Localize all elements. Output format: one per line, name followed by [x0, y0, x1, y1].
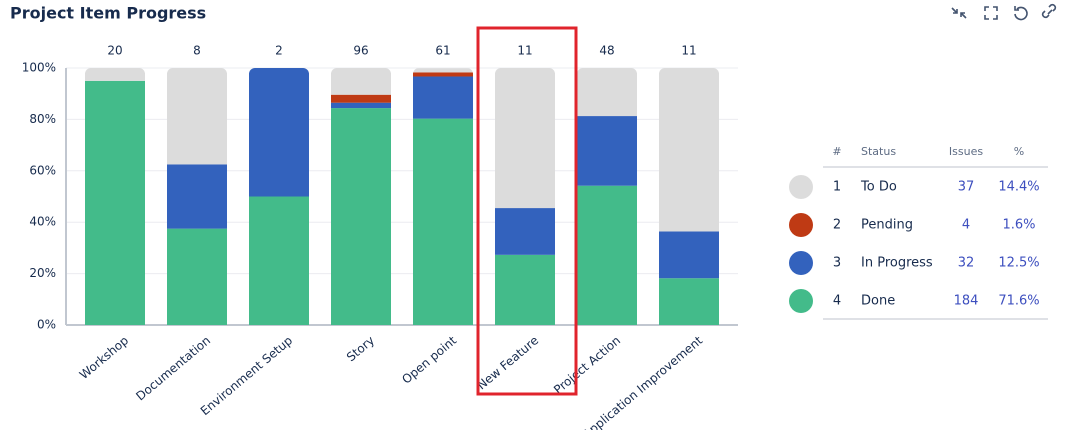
legend-swatch [789, 175, 813, 199]
table-header: Issues [949, 145, 983, 158]
issue-count: 37 [958, 180, 975, 195]
legend-label: Done [861, 294, 895, 309]
bar-total-label: 96 [353, 44, 368, 58]
bar-total-label: 11 [517, 44, 532, 58]
bar-total-label: 8 [193, 44, 201, 58]
table-header: # [832, 145, 841, 158]
x-tick-label: Open point [399, 333, 459, 387]
y-tick-label: 60% [29, 163, 56, 177]
bar-segment [167, 164, 227, 229]
bar-segment [249, 196, 309, 325]
x-tick-label: Story [344, 333, 377, 364]
bar-total-label: 20 [107, 44, 122, 58]
refresh-icon[interactable] [1014, 6, 1028, 21]
highlight-box [476, 26, 578, 396]
x-tick-label: Workshop [77, 333, 131, 382]
bar-total-label: 61 [435, 44, 450, 58]
y-tick-label: 40% [29, 215, 56, 229]
bar-total-label: 48 [599, 44, 614, 58]
bar-segment [577, 185, 637, 325]
table-header: % [1014, 145, 1024, 158]
issue-percent: 14.4% [998, 180, 1039, 195]
legend-label: Pending [861, 218, 913, 233]
bar-segment [331, 94, 391, 103]
bar [659, 68, 719, 325]
legend-label: In Progress [861, 256, 933, 271]
bar-segment [331, 108, 391, 325]
bar-segment [413, 68, 473, 73]
bar [85, 68, 145, 325]
chart: 0% 20% 40% 60% 80% 100% 20 Workshop 8 Documentati… [22, 44, 738, 434]
legend-table: # Status Issues % 1 To Do 37 14.4% 2 Pending 4 1.6%… [789, 145, 1048, 320]
bar-segment [577, 116, 637, 186]
y-tick-label: 100% [22, 61, 56, 75]
bar-segment [495, 254, 555, 325]
bar-segment [413, 72, 473, 77]
row-number: 4 [833, 294, 841, 309]
x-tick-label: New Feature [474, 333, 541, 392]
issue-count: 184 [954, 294, 979, 309]
bar-segment [659, 278, 719, 325]
row-number: 3 [833, 256, 841, 271]
bar-segment [495, 68, 555, 209]
bar-total-label: 2 [275, 44, 283, 58]
bar-segment [85, 68, 145, 81]
row-number: 1 [833, 180, 841, 195]
bar-segment [413, 118, 473, 325]
table-header: Status [861, 145, 896, 158]
bar [167, 68, 227, 325]
collapse-icon[interactable] [951, 7, 967, 19]
toolbar[interactable] [951, 3, 1057, 21]
legend-swatch [789, 289, 813, 313]
bar [413, 68, 473, 325]
legend-swatch [789, 213, 813, 237]
bar [577, 68, 637, 325]
bar [249, 68, 309, 325]
legend-label: To Do [860, 180, 897, 195]
bar-segment [331, 102, 391, 109]
bar-segment [85, 80, 145, 325]
issue-percent: 1.6% [1002, 218, 1035, 233]
legend-swatch [789, 251, 813, 275]
y-tick-label: 80% [29, 112, 56, 126]
bar-segment [659, 68, 719, 232]
x-tick-label: Project Action [551, 333, 623, 397]
x-tick-label: Documentation [133, 333, 213, 403]
bar-segment [495, 208, 555, 255]
bar-segment [167, 68, 227, 165]
bar [331, 68, 391, 325]
x-tick-label: Environment Setup [198, 333, 295, 418]
bar-segment [577, 68, 637, 117]
row-number: 2 [833, 218, 841, 233]
bar [495, 68, 555, 325]
fullscreen-icon[interactable] [984, 6, 998, 20]
issue-count: 32 [958, 256, 975, 271]
bar-segment [249, 68, 309, 197]
issue-percent: 71.6% [998, 294, 1039, 309]
bar-segment [659, 231, 719, 279]
widget-title: Project Item Progress [10, 4, 206, 23]
bar-total-label: 11 [681, 44, 696, 58]
issue-percent: 12.5% [998, 256, 1039, 271]
y-tick-label: 0% [37, 318, 56, 332]
issue-count: 4 [962, 218, 970, 233]
y-tick-label: 20% [29, 266, 56, 280]
link-icon[interactable] [1041, 3, 1057, 19]
bar-segment [167, 228, 227, 325]
bar-segment [413, 76, 473, 119]
bar-segment [331, 68, 391, 95]
